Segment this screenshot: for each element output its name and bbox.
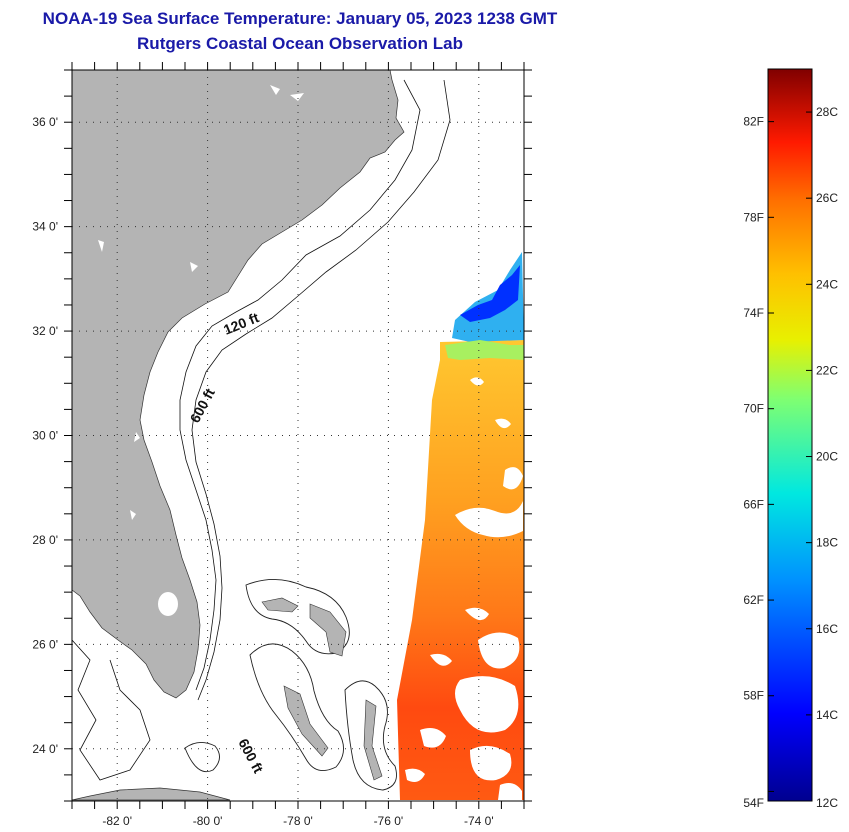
colorbar-c-label: 26C xyxy=(816,191,838,205)
colorbar-c-label: 20C xyxy=(816,450,838,464)
colorbar-c-label: 16C xyxy=(816,622,838,636)
lat-tick-label: 32 0' xyxy=(32,324,58,338)
colorbar-f-label: 66F xyxy=(743,497,764,511)
lon-tick-label: -82 0' xyxy=(102,814,132,828)
lat-tick-label: 34 0' xyxy=(32,220,58,234)
colorbar-f-label: 74F xyxy=(743,306,764,320)
colorbar-c-label: 12C xyxy=(816,796,838,810)
lat-tick-label: 36 0' xyxy=(32,115,58,129)
land-southeast-us xyxy=(72,70,405,699)
map-subtitle: Rutgers Coastal Ocean Observation Lab xyxy=(137,34,463,53)
colorbar-c-label: 14C xyxy=(816,708,838,722)
land-cuba xyxy=(72,787,231,801)
depth-contours xyxy=(72,79,451,781)
lon-tick-label: -76 0' xyxy=(374,814,404,828)
lat-tick-label: 28 0' xyxy=(32,533,58,547)
colorbar-c-label: 28C xyxy=(816,105,838,119)
map-title: NOAA-19 Sea Surface Temperature: January… xyxy=(42,9,558,28)
lake-okeechobee xyxy=(158,592,178,616)
colorbar-f-label: 54F xyxy=(743,796,764,810)
colorbar-f-label: 58F xyxy=(743,689,764,703)
cloud-gaps xyxy=(405,377,523,800)
colorbar-f-label: 78F xyxy=(743,210,764,224)
colorbar-f-label: 82F xyxy=(743,115,764,129)
lon-tick-label: -80 0' xyxy=(193,814,223,828)
colorbar-f-label: 70F xyxy=(743,402,764,416)
lon-tick-label: -74 0' xyxy=(464,814,494,828)
lon-tick-label: -78 0' xyxy=(283,814,313,828)
lat-tick-label: 24 0' xyxy=(32,742,58,756)
colorbar-c-label: 24C xyxy=(816,277,838,291)
colorbar-c-label: 22C xyxy=(816,363,838,377)
colorbar-c-label: 18C xyxy=(816,536,838,550)
colorbar-f-label: 62F xyxy=(743,593,764,607)
lat-tick-label: 26 0' xyxy=(32,637,58,651)
colorbar xyxy=(767,68,813,802)
lat-tick-label: 30 0' xyxy=(32,429,58,443)
